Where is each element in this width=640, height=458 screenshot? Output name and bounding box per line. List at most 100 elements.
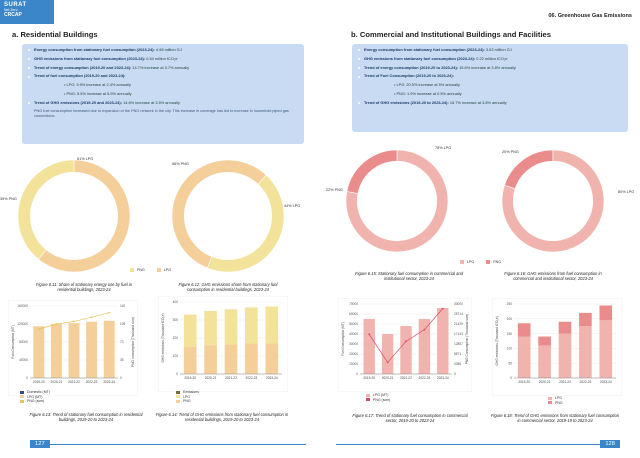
donut-label: 80% LPG [618, 190, 635, 194]
bar [381, 334, 394, 374]
summary-bullet: • PNG: 1.9% increase at 0.5% annually [394, 90, 462, 96]
figure-caption: Figure 6.11: Share of stationary energy … [36, 282, 132, 292]
x-tick-label: 2019-20 [363, 376, 375, 380]
y-tick-label: 40000 [19, 358, 28, 362]
donut-svg [171, 159, 285, 273]
y-tick-label: 100 [507, 347, 513, 351]
y-axis-label: Fuel Consumption (MT) [11, 325, 15, 358]
x-tick-label: 2022-23 [419, 376, 431, 380]
donut-svg [17, 159, 131, 273]
y2-tick-label: 105 [120, 322, 126, 326]
series-point [37, 328, 40, 331]
donut-slice [171, 159, 267, 269]
summary-bullet: Trend of GHG emissions (2019-20 and 2023… [28, 100, 298, 106]
y-tick-label: 200 [173, 336, 179, 340]
x-tick-label: 2020-21 [539, 380, 551, 384]
bullet-dot [28, 66, 30, 69]
footer-line [40, 444, 306, 445]
bar-legend: Domestic (MT) LPG (MT) PNG (scm) [20, 390, 50, 404]
summary-bullet: • LPG: 9.9% increase at 2.4% annually [64, 82, 131, 88]
bar-chart-fig-6-14: 0 100 200 300 400 2019-20 2020-21 2021-22 2022-2… [158, 296, 288, 392]
donut-label: 22% PNG [326, 188, 343, 192]
y-tick-label: 160000 [17, 304, 28, 308]
bar [538, 336, 551, 346]
x-tick-label: 2022-23 [246, 376, 258, 380]
bar-legend: LPG PNG [548, 396, 563, 405]
series-point [423, 328, 426, 331]
bar [265, 343, 279, 374]
donut-chart-fig-6-12 [168, 156, 288, 276]
bar-legend: Emissions LPG PNG [176, 390, 199, 404]
legend-item: LPG [156, 268, 171, 272]
y2-tick-label: 21429 [454, 322, 463, 326]
bar [224, 309, 238, 345]
y-tick-label: 50000 [349, 322, 358, 326]
y-tick-label: 0 [510, 376, 512, 380]
bar [50, 324, 62, 378]
bullet-dot [358, 49, 360, 52]
donut-legend: PNG LPG [130, 268, 171, 272]
x-tick-label: 2023-24 [103, 380, 115, 384]
donut-svg [501, 149, 605, 253]
y-tick-label: 20000 [349, 352, 358, 356]
x-tick-label: 2021-22 [225, 376, 237, 380]
series-point [368, 333, 371, 336]
bar [538, 345, 551, 378]
x-tick-label: 2020-21 [382, 376, 394, 380]
x-tick-label: 2021-22 [400, 376, 412, 380]
bullet-dot [358, 66, 360, 69]
y-tick-label: 250 [507, 302, 513, 306]
y-axis-label: GHG emissions (Thousand tCO₂e) [161, 313, 165, 362]
bar [224, 344, 238, 374]
donut-label: 61% LPG [77, 157, 94, 161]
donut-legend: LPG PNG [460, 260, 501, 264]
summary-bullet: Trend of energy consumption (2019-20 to … [358, 65, 622, 71]
bar-chart-fig-6-18: 0 50 100 150 200 250 2019-20 2020-21 2021-22 2022… [492, 298, 622, 396]
y-tick-label: 200 [507, 317, 513, 321]
y-tick-label: 80000 [19, 340, 28, 344]
bar [599, 305, 613, 321]
summary-bullet: • PNG: 5.5% increase at 5.5% annually [64, 90, 132, 96]
y2-tick-label: 70 [120, 340, 124, 344]
bar [204, 345, 217, 374]
bullet-dot [28, 49, 30, 52]
y-tick-label: 10000 [349, 362, 358, 366]
footer-line [336, 444, 600, 445]
page-number: 127 [30, 440, 50, 448]
surat-logo: SURAT Net Zero CRCAP [0, 0, 54, 24]
y-axis-label: GHG emissions (Thousand tCO₂e) [495, 316, 499, 365]
bar [363, 319, 375, 374]
legend-swatch [156, 268, 161, 272]
donut-chart-fig-6-15 [342, 146, 452, 256]
y-tick-label: 150 [507, 332, 513, 336]
bar [517, 323, 531, 337]
x-tick-label: 2023-24 [600, 380, 612, 384]
donut-label: 78% LPG [435, 146, 452, 150]
y2-tick-label: 0 [454, 372, 456, 376]
y2-axis-label: PNG consumption (Thousand scm) [131, 317, 135, 367]
bar-legend: LPG (MT) PNG (scm) [366, 393, 390, 402]
summary-bullet: Trend of energy consumption (2019-20 and… [28, 65, 298, 71]
y2-tick-label: 12857 [454, 342, 463, 346]
y-tick-label: 300 [173, 318, 179, 322]
bar [245, 343, 258, 374]
bar [33, 326, 45, 378]
y2-tick-label: 35 [120, 358, 124, 362]
donut-label: 20% PNG [502, 150, 519, 154]
x-tick-label: 2019-20 [184, 376, 196, 380]
series-point [441, 307, 444, 310]
figure-caption: Figure 6.12: GHG emissions share from st… [178, 282, 278, 292]
y-tick-label: 400 [173, 300, 179, 304]
figure-caption: Figure 6.13: Trend of stationary fuel co… [29, 412, 143, 422]
section-title-residential: a. Residential Buildings [12, 30, 98, 39]
donut-label: 56% PNG [172, 162, 189, 166]
summary-bullet: GHG emissions from stationary fuel consu… [28, 56, 298, 62]
y2-tick-label: 0 [120, 376, 122, 380]
x-tick-label: 2020-21 [205, 376, 217, 380]
summary-bullet: Trend of Fuel Consumption (2019-20 to 20… [358, 74, 622, 79]
y-tick-label: 120000 [17, 322, 28, 326]
series-point [73, 320, 75, 323]
series-point [108, 311, 111, 314]
x-tick-label: 2021-22 [559, 380, 571, 384]
